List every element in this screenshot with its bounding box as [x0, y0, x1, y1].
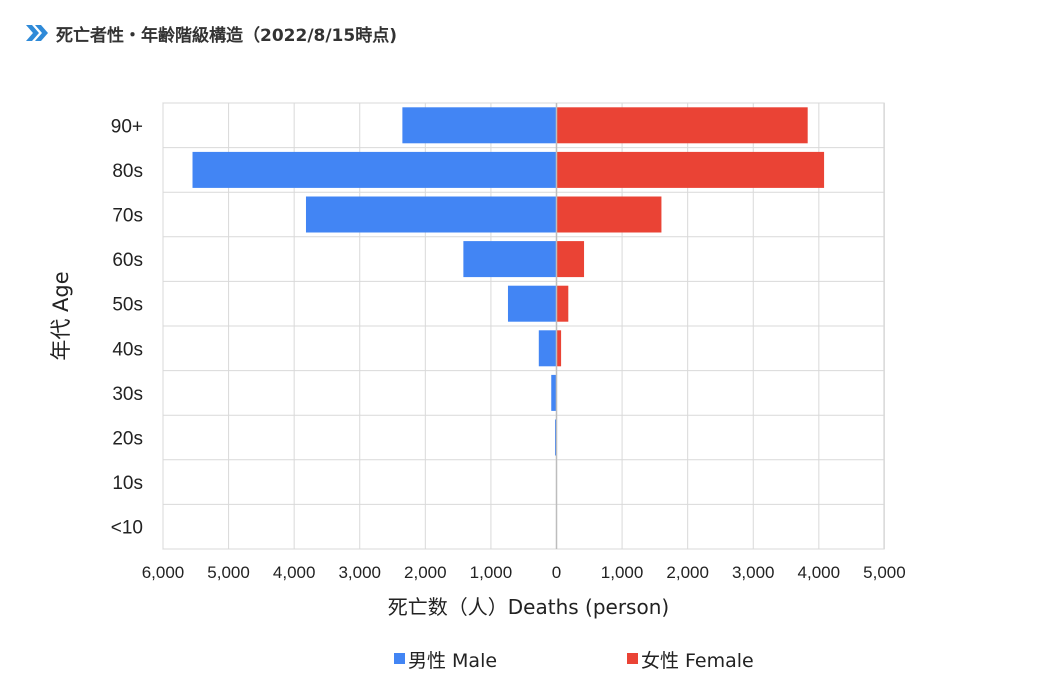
- legend-label: 男性 Male: [408, 650, 497, 672]
- legend-swatch: [627, 653, 638, 664]
- bar-male: [402, 107, 557, 144]
- bar-male: [551, 374, 557, 411]
- y-tick-label: 90+: [111, 116, 143, 137]
- x-tick-label: 3,000: [338, 563, 381, 582]
- y-tick-label: 50s: [112, 295, 143, 316]
- bar-male: [463, 241, 557, 278]
- chart-title: 死亡者性・年齢階級構造（2022/8/15時点): [56, 25, 397, 46]
- y-tick-label: 40s: [112, 339, 143, 360]
- bar-female: [556, 196, 662, 233]
- bar-female: [556, 151, 825, 188]
- y-tick-label: 20s: [112, 429, 143, 450]
- y-tick-label: 80s: [112, 161, 143, 182]
- y-tick-label: <10: [111, 518, 143, 539]
- y-axis-title: 年代 Age: [49, 271, 73, 360]
- bar-female: [556, 285, 569, 322]
- y-tick-label: 30s: [112, 384, 143, 405]
- y-tick-label: 70s: [112, 206, 143, 227]
- legend-label: 女性 Female: [641, 650, 754, 672]
- y-tick-label: 10s: [112, 473, 143, 494]
- x-tick-label: 5,000: [863, 563, 906, 582]
- chart-header: 死亡者性・年齢階級構造（2022/8/15時点): [24, 20, 397, 46]
- bar-female: [556, 107, 808, 144]
- x-tick-label: 6,000: [142, 563, 185, 582]
- x-tick-label: 3,000: [732, 563, 775, 582]
- bar-male: [305, 196, 557, 233]
- x-axis-title: 死亡数（人）Deaths (person): [388, 595, 669, 619]
- legend-swatch: [394, 653, 405, 664]
- x-tick-label: 4,000: [273, 563, 316, 582]
- x-tick-label: 2,000: [666, 563, 709, 582]
- bar-male: [192, 151, 557, 188]
- bar-male: [507, 285, 557, 322]
- x-tick-label: 1,000: [601, 563, 644, 582]
- bar-female: [556, 241, 585, 278]
- x-tick-label: 4,000: [798, 563, 841, 582]
- x-tick-label: 5,000: [207, 563, 250, 582]
- bar-female: [556, 330, 562, 367]
- double-chevron-right-icon: [26, 25, 48, 41]
- x-tick-label: 2,000: [404, 563, 447, 582]
- bar-male: [538, 330, 557, 367]
- x-tick-label: 0: [552, 563, 561, 582]
- x-tick-label: 1,000: [470, 563, 513, 582]
- y-tick-label: 60s: [112, 250, 143, 271]
